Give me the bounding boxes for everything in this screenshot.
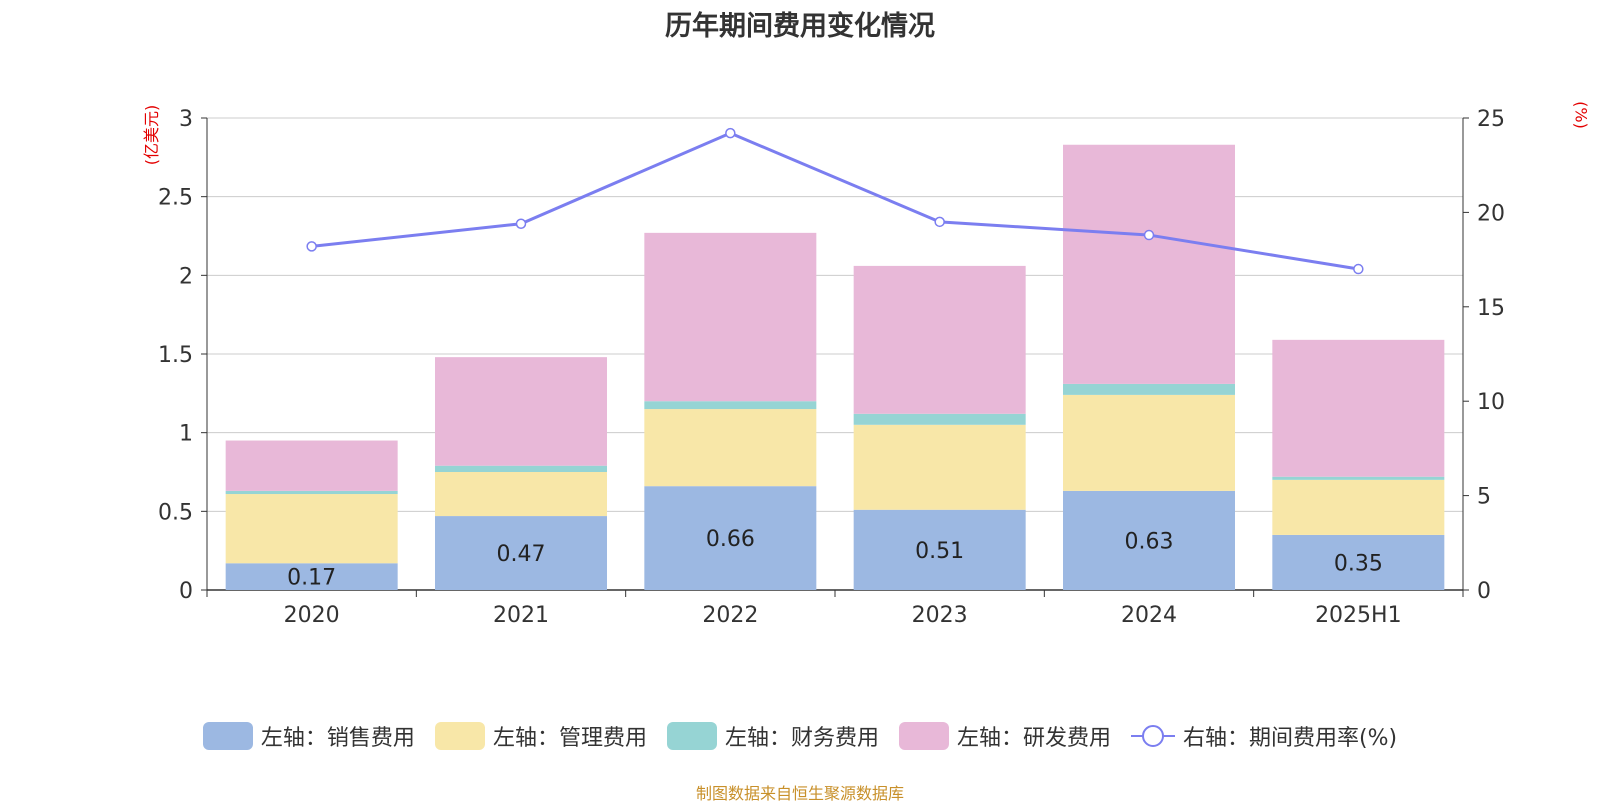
data-label-sales: 0.17: [287, 566, 336, 591]
bar-finance: [225, 490, 398, 495]
bar-rd: [644, 232, 817, 402]
legend-label-rd: 左轴：研发费用: [956, 726, 1111, 751]
legend-swatch-rd: [898, 722, 949, 750]
rate-point: [725, 127, 736, 139]
legend-swatch-sales: [202, 722, 253, 750]
bar-rd: [225, 440, 398, 491]
legend-item-admin[interactable]: 左轴：管理费用: [434, 720, 647, 752]
data-label-sales: 0.63: [1125, 529, 1174, 554]
right-axis-tick-label: 25: [1477, 107, 1505, 132]
bar-sales: [1272, 534, 1445, 590]
right-axis-tick-label: 5: [1477, 485, 1491, 510]
legend-item-finance[interactable]: 左轴：财务费用: [666, 720, 879, 752]
bar-finance: [644, 401, 817, 410]
right-axis-tick-label: 0: [1477, 579, 1491, 604]
x-axis-tick-label: 2024: [1121, 603, 1177, 628]
rate-point: [515, 218, 527, 229]
left-axis-tick-label: 1: [179, 422, 193, 447]
bar-sales: [225, 563, 398, 590]
bar-rd: [435, 357, 607, 466]
legend-label-rate: 右轴：期间费用率(%): [1182, 726, 1398, 751]
data-label-sales: 0.51: [915, 539, 964, 564]
x-axis-tick-label: 2021: [493, 603, 549, 628]
x-axis-tick-label: 2025H1: [1315, 603, 1402, 628]
left-axis-tick-label: 2.5: [158, 186, 193, 211]
left-axis-tick-label: 1.5: [158, 343, 193, 368]
legend-label-admin: 左轴：管理费用: [492, 726, 647, 751]
bar-sales: [435, 516, 607, 590]
bar-admin: [225, 494, 398, 564]
bar-admin: [435, 472, 607, 517]
chart-legend: 左轴：销售费用 左轴：管理费用 左轴：财务费用 左轴：研发费用 右轴：期间费用率…: [0, 720, 1600, 752]
bar-finance: [1272, 476, 1445, 480]
bar-rd: [853, 265, 1026, 414]
legend-line-marker-icon: [1130, 725, 1175, 747]
bar-finance: [1063, 383, 1235, 395]
x-axis-tick-label: 2020: [284, 603, 340, 628]
source-footer: 制图数据来自恒生聚源数据库: [695, 784, 904, 803]
rate-point: [306, 241, 317, 252]
legend-item-rate[interactable]: 右轴：期间费用率(%): [1130, 720, 1398, 752]
bar-admin: [1272, 479, 1445, 535]
bar-sales: [853, 509, 1026, 590]
bar-admin: [644, 409, 817, 487]
right-axis-tick-label: 15: [1477, 296, 1505, 321]
bar-finance: [435, 465, 607, 472]
bar-sales: [1063, 490, 1235, 590]
rate-point: [1353, 263, 1364, 275]
right-axis-tick-label: 20: [1477, 201, 1505, 226]
bar-rd: [1063, 144, 1235, 384]
x-axis-tick-label: 2023: [912, 603, 968, 628]
chart-title: 历年期间费用变化情况: [665, 11, 935, 42]
data-label-sales: 0.47: [497, 542, 546, 567]
bar-rd: [1272, 339, 1445, 477]
legend-item-sales[interactable]: 左轴：销售费用: [202, 720, 415, 752]
right-axis-tick-label: 10: [1477, 390, 1505, 415]
left-axis-tick-label: 3: [179, 107, 193, 132]
bar-admin: [1063, 394, 1235, 491]
rate-point: [1143, 229, 1155, 241]
bar-admin: [853, 424, 1026, 510]
legend-label-sales: 左轴：销售费用: [260, 726, 415, 751]
left-axis-tick-label: 0.5: [158, 500, 193, 525]
left-axis-tick-label: 2: [179, 264, 193, 289]
legend-swatch-admin: [434, 722, 485, 750]
legend-swatch-finance: [666, 722, 717, 750]
legend-item-rd[interactable]: 左轴：研发费用: [898, 720, 1111, 752]
rate-point: [934, 216, 945, 228]
left-axis-tick-label: 0: [179, 579, 193, 604]
legend-label-finance: 左轴：财务费用: [724, 726, 879, 751]
bar-finance: [853, 413, 1026, 425]
bar-sales: [644, 486, 817, 590]
data-label-sales: 0.35: [1334, 551, 1383, 576]
x-axis-tick-label: 2022: [702, 603, 758, 628]
data-label-sales: 0.66: [706, 527, 755, 552]
rate-line: [311, 131, 1359, 271]
